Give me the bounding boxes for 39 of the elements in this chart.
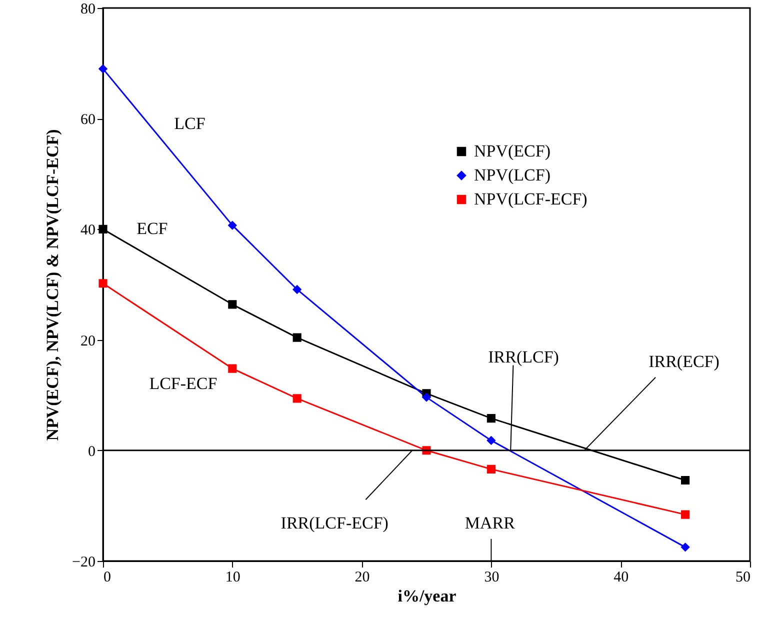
point (292, 285, 302, 294)
x-tick-label: 50 (736, 570, 750, 586)
y-axis-title: NPV(ECF), NPV(LCF) & NPV(LCF-ECF) (43, 129, 62, 441)
point (228, 221, 237, 230)
x-tick-label: 40 (614, 570, 629, 586)
x-tick-label: 30 (484, 570, 500, 586)
point (292, 394, 302, 403)
y-tick-label: 20 (80, 333, 96, 350)
annotation: IRR(ECF) (648, 352, 720, 371)
annotation: LCF-ECF (149, 374, 218, 394)
annotation: LCF (174, 114, 206, 134)
legend-label: NPV(LCF) (474, 166, 551, 184)
point (228, 364, 237, 373)
x-axis-title: i%/year (398, 586, 457, 606)
legend-label: NPV(LCF-ECF) (474, 190, 588, 208)
y-tick-label: −20 (72, 554, 96, 570)
x-tick-label: 10 (225, 570, 240, 586)
y-tick-label: 80 (80, 2, 96, 18)
point (98, 279, 108, 288)
x-tick-label: 20 (354, 570, 370, 586)
point (681, 476, 690, 485)
annotation: IRR(LCF) (488, 347, 559, 366)
point (228, 300, 237, 309)
point (681, 542, 690, 552)
annotation: MARR (464, 513, 516, 532)
point (681, 510, 690, 519)
point (486, 464, 496, 474)
annotation: ECF (136, 219, 168, 238)
x-tick-label: 0 (104, 570, 111, 586)
y-tick-label: 60 (80, 112, 96, 128)
point (486, 414, 496, 423)
point (422, 393, 431, 402)
y-tick-label: 40 (80, 222, 96, 239)
point (486, 436, 496, 445)
point (98, 64, 108, 74)
y-tick-label: 0 (88, 444, 96, 460)
legend-label: NPV(ECF) (474, 142, 551, 160)
point (292, 333, 302, 342)
annotation: IRR(LCF-ECF) (280, 513, 388, 532)
